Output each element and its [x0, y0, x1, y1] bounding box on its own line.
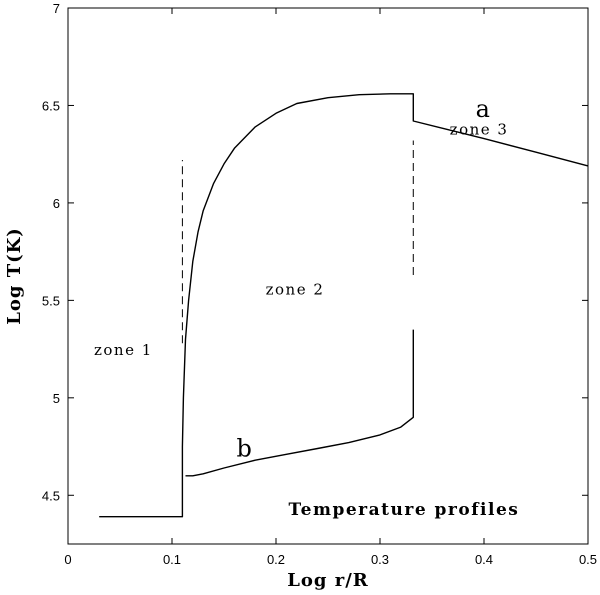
- x-tick-label: 0.4: [475, 552, 493, 567]
- series-layer: [99, 93, 589, 518]
- plot-title: Temperature profiles: [288, 500, 519, 520]
- zone-label: zone 2: [266, 281, 325, 299]
- x-tick-label: 0.5: [579, 552, 597, 567]
- x-axis-ticks: 0 0.1 0.2 0.3 0.4 0.5: [64, 8, 597, 567]
- y-tick-label: 5.5: [42, 293, 60, 308]
- x-tick-label: 0.1: [163, 552, 181, 567]
- curve-label: a: [476, 95, 490, 123]
- series-a-line: [99, 93, 589, 518]
- x-tick-label: 0.2: [267, 552, 285, 567]
- x-axis-title: Log r/R: [287, 570, 369, 591]
- x-tick-label: 0: [64, 552, 71, 567]
- zone-label: zone 1: [94, 341, 153, 359]
- y-tick-label: 5: [53, 391, 60, 406]
- y-axis-title: Log T(K): [4, 227, 25, 325]
- y-tick-label: 4.5: [42, 488, 60, 503]
- y-tick-label: 7: [53, 1, 60, 16]
- y-tick-label: 6: [53, 196, 60, 211]
- y-axis-ticks: 4.5 5 5.5 6 6.5 7: [42, 1, 588, 503]
- zone-label: zone 3: [450, 121, 509, 139]
- y-tick-label: 6.5: [42, 98, 60, 113]
- series-b-line: [185, 329, 414, 477]
- curve-label: b: [236, 434, 251, 462]
- plot-frame: [67, 7, 589, 545]
- annotation-layer: zone 1 zone 2 zone 3a b Temperature profiles: [94, 95, 519, 520]
- x-tick-label: 0.3: [371, 552, 389, 567]
